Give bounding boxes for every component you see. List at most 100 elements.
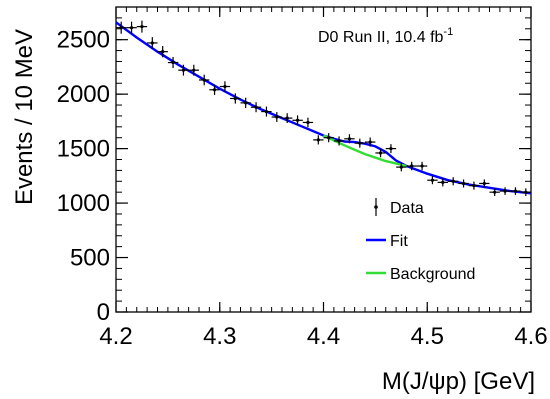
data-marker — [503, 189, 507, 193]
ylabel: Events / 10 MeV — [11, 29, 38, 205]
data-marker — [212, 88, 217, 92]
y-tick-label: 2000 — [57, 81, 110, 108]
legend-label: Background — [390, 266, 475, 283]
data-point — [219, 81, 231, 92]
data-point — [323, 133, 334, 143]
data-marker — [129, 26, 134, 30]
data-point — [209, 84, 220, 96]
data-marker — [192, 68, 196, 72]
data-point — [199, 74, 210, 86]
data-point — [468, 181, 480, 190]
y-tick-label: 1500 — [57, 136, 110, 163]
legend-data-marker — [374, 205, 378, 209]
data-point — [479, 179, 490, 188]
data-marker — [389, 147, 393, 151]
x-tick-label: 4.6 — [514, 323, 547, 350]
series-line-background — [322, 134, 407, 168]
data-point — [157, 45, 168, 58]
data-point — [375, 148, 386, 158]
data-point — [167, 56, 179, 69]
data-point — [147, 37, 158, 49]
data-point — [230, 93, 241, 104]
data-marker — [306, 120, 310, 125]
data-marker — [171, 60, 175, 65]
legend-label: Fit — [390, 233, 408, 250]
x-tick-label: 4.3 — [203, 323, 236, 350]
data-point — [354, 138, 365, 148]
data-marker — [150, 41, 154, 45]
x-tick-label: 4.4 — [307, 323, 340, 350]
data-point — [126, 21, 137, 34]
data-point — [520, 188, 531, 196]
data-point — [116, 21, 127, 34]
data-marker — [451, 179, 455, 183]
data-point — [271, 112, 282, 122]
data-point — [437, 178, 448, 187]
data-marker — [337, 139, 341, 143]
series-layer — [115, 21, 532, 195]
data-point — [282, 113, 293, 124]
data-marker — [264, 109, 269, 114]
data-point — [365, 137, 376, 147]
data-point — [406, 161, 417, 171]
data-point — [136, 20, 148, 33]
data-marker — [140, 25, 144, 29]
legend-item-fit: Fit — [366, 233, 408, 250]
data-point — [178, 64, 189, 76]
data-point — [510, 187, 521, 195]
data-marker — [513, 189, 518, 193]
data-marker — [316, 138, 320, 142]
y-tick-label: 0 — [97, 299, 110, 326]
data-point — [302, 117, 314, 128]
y-tick-label: 1000 — [57, 190, 110, 217]
data-point — [292, 115, 303, 126]
data-marker — [233, 96, 237, 101]
data-marker — [430, 178, 435, 182]
data-marker — [358, 141, 362, 145]
points-layer — [116, 20, 531, 196]
data-point — [250, 102, 262, 113]
data-marker — [161, 50, 165, 54]
data-marker — [347, 137, 352, 141]
data-point — [240, 97, 251, 108]
data-point — [188, 64, 199, 76]
data-marker — [202, 78, 206, 82]
data-marker — [441, 180, 445, 184]
data-marker — [119, 26, 123, 30]
legend: Data Fit Background — [366, 198, 475, 283]
data-point — [396, 162, 407, 172]
data-point — [313, 135, 324, 145]
data-marker — [472, 184, 476, 188]
data-point — [416, 161, 428, 171]
data-marker — [244, 101, 248, 105]
data-point — [499, 187, 511, 195]
data-marker — [378, 151, 383, 155]
data-marker — [461, 181, 466, 186]
legend-item-background: Background — [366, 266, 475, 283]
data-marker — [482, 181, 486, 186]
data-point — [489, 188, 500, 196]
data-point — [448, 177, 459, 186]
x-tick-label: 4.5 — [411, 323, 444, 350]
data-marker — [254, 105, 258, 109]
data-marker — [524, 190, 528, 194]
ticks-layer: 4.2 4.3 4.4 4.5 4.6 0 500 1000 1500 2000 2500 — [57, 6, 548, 350]
data-marker — [420, 164, 424, 168]
xlabel: M(J/ψp) [GeV] — [382, 368, 535, 395]
series-line-fit — [115, 21, 532, 195]
data-marker — [223, 84, 227, 89]
data-marker — [368, 140, 372, 144]
legend-label: Data — [390, 200, 424, 217]
data-marker — [275, 115, 279, 119]
data-point — [344, 134, 355, 144]
chart-annotation: D0 Run II, 10.4 fb-1 — [318, 26, 453, 46]
data-point — [427, 176, 438, 185]
y-tick-label: 2500 — [57, 27, 110, 54]
data-point — [261, 106, 272, 117]
data-marker — [493, 190, 497, 194]
data-marker — [327, 136, 331, 140]
data-point — [333, 136, 345, 146]
data-marker — [285, 116, 289, 120]
data-marker — [410, 164, 414, 168]
